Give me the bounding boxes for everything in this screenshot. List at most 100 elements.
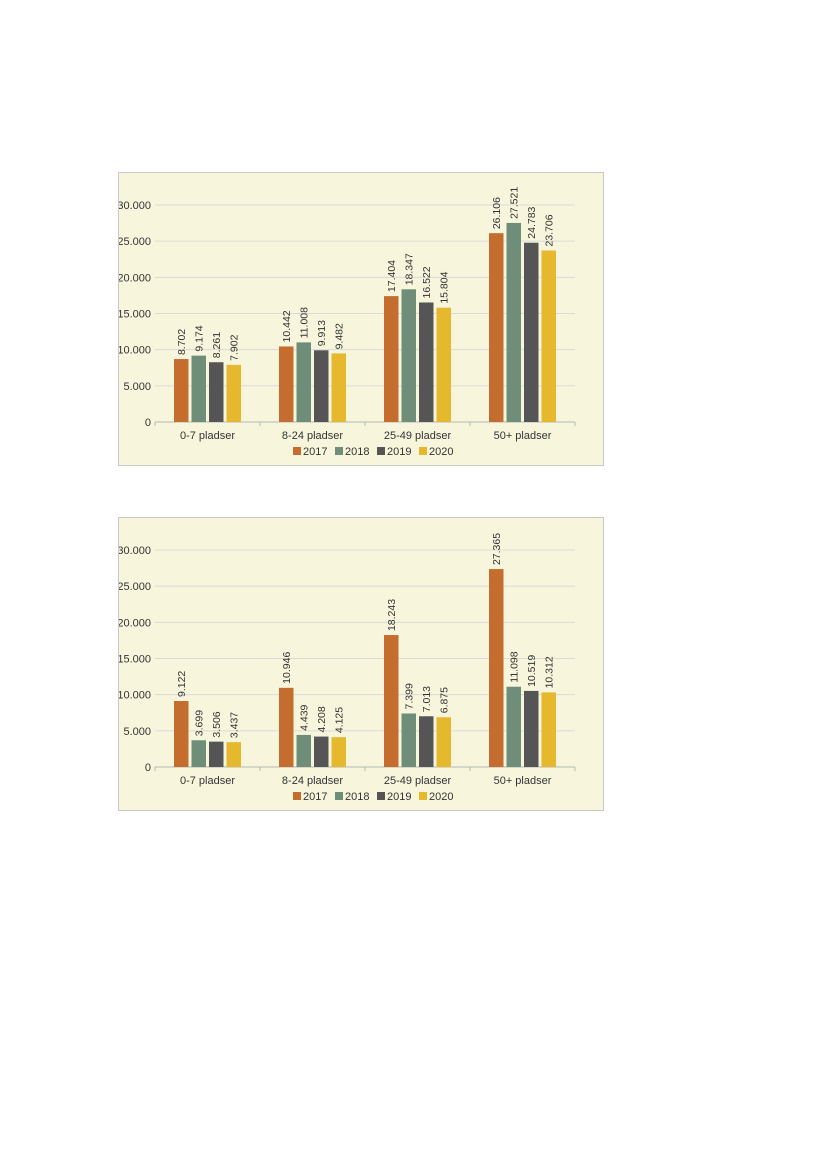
data-label: 10.519 xyxy=(526,655,538,687)
y-tick-label: 25.000 xyxy=(119,236,151,248)
bar-2018 xyxy=(401,289,416,422)
bar-2020 xyxy=(331,353,346,422)
bar-2017 xyxy=(279,687,294,767)
bar-chart-1: 0 5.000 10.000 15.000 20.000 25.000 30.000 8.70… xyxy=(119,187,576,458)
bar-2017 xyxy=(174,701,189,767)
bar-2017 xyxy=(489,233,504,422)
legend-label: 2020 xyxy=(429,446,453,458)
x-tick-label: 8-24 pladser xyxy=(282,775,343,787)
legend-label: 2018 xyxy=(345,446,369,458)
data-label: 6.875 xyxy=(439,687,451,713)
data-label: 26.106 xyxy=(491,197,503,229)
bar-2018 xyxy=(296,734,311,767)
chart-panel-1: 0 5.000 10.000 15.000 20.000 25.000 30.000 8.70… xyxy=(118,172,604,466)
data-label: 7.013 xyxy=(421,686,433,712)
bar-2018 xyxy=(191,355,206,422)
data-label: 4.439 xyxy=(299,704,311,730)
bar-2017 xyxy=(489,569,504,767)
legend-label: 2017 xyxy=(303,791,327,803)
data-label: 4.208 xyxy=(316,706,328,732)
data-label: 24.783 xyxy=(526,206,538,238)
bar-2018 xyxy=(506,222,521,422)
legend-swatch-2019 xyxy=(377,447,385,455)
data-label: 17.404 xyxy=(386,260,398,292)
data-label: 23.706 xyxy=(544,214,556,246)
data-label: 4.125 xyxy=(334,707,346,733)
bar-2019 xyxy=(524,242,539,422)
y-tick-label: 30.000 xyxy=(119,200,151,212)
data-label: 10.312 xyxy=(544,656,556,688)
bar-2019 xyxy=(209,362,224,422)
x-tick-label: 0-7 pladser xyxy=(180,430,235,442)
x-tick-label: 50+ pladser xyxy=(494,430,552,442)
bar-2017 xyxy=(174,359,189,422)
y-tick-label: 15.000 xyxy=(119,309,151,321)
y-tick-label: 20.000 xyxy=(119,617,151,629)
data-label: 7.399 xyxy=(404,683,416,709)
x-tick-label: 25-49 pladser xyxy=(384,775,452,787)
legend-label: 2020 xyxy=(429,791,453,803)
x-tick-label: 25-49 pladser xyxy=(384,430,452,442)
legend-swatch-2017 xyxy=(293,792,301,800)
bar-2017 xyxy=(384,635,399,767)
bar-2020 xyxy=(541,250,556,422)
y-tick-label: 25.000 xyxy=(119,581,151,593)
data-label: 7.902 xyxy=(229,334,241,360)
legend-swatch-2017 xyxy=(293,447,301,455)
legend-swatch-2018 xyxy=(335,447,343,455)
data-label: 8.261 xyxy=(211,332,223,358)
legend-label: 2019 xyxy=(387,446,411,458)
bar-2019 xyxy=(419,302,434,422)
y-tick-label: 30.000 xyxy=(119,545,151,557)
legend-swatch-2018 xyxy=(335,792,343,800)
data-label: 9.913 xyxy=(316,320,328,346)
y-tick-label: 10.000 xyxy=(119,345,151,357)
data-label: 3.437 xyxy=(229,712,241,738)
data-label: 3.699 xyxy=(194,710,206,736)
bar-2020 xyxy=(541,692,556,767)
x-tick-label: 0-7 pladser xyxy=(180,775,235,787)
data-label: 3.506 xyxy=(211,711,223,737)
bar-2020 xyxy=(436,307,451,422)
data-label: 9.174 xyxy=(194,325,206,351)
bar-2020 xyxy=(331,737,346,767)
data-label: 27.365 xyxy=(491,533,503,565)
data-label: 10.946 xyxy=(281,652,293,684)
data-label: 8.702 xyxy=(176,329,188,355)
x-tick-label: 8-24 pladser xyxy=(282,430,343,442)
legend-label: 2019 xyxy=(387,791,411,803)
legend-label: 2017 xyxy=(303,446,327,458)
bar-2017 xyxy=(279,346,294,422)
legend-swatch-2020 xyxy=(419,447,427,455)
bar-2018 xyxy=(506,686,521,767)
bar-2020 xyxy=(226,742,241,767)
x-tick-label: 50+ pladser xyxy=(494,775,552,787)
bar-2020 xyxy=(436,717,451,767)
y-tick-label: 0 xyxy=(145,417,151,429)
data-label: 11.008 xyxy=(299,307,311,338)
legend-swatch-2020 xyxy=(419,792,427,800)
bar-2019 xyxy=(209,741,224,767)
y-tick-label: 20.000 xyxy=(119,272,151,284)
bar-2018 xyxy=(296,342,311,422)
bar-2017 xyxy=(384,296,399,422)
y-tick-label: 15.000 xyxy=(119,654,151,666)
bar-2019 xyxy=(524,690,539,767)
bar-2020 xyxy=(226,364,241,422)
data-label: 18.347 xyxy=(404,253,416,285)
bar-2018 xyxy=(191,740,206,767)
chart-panel-2: 0 5.000 10.000 15.000 20.000 25.000 30.000 9.12… xyxy=(118,517,604,811)
data-label: 15.804 xyxy=(439,271,451,303)
data-label: 10.442 xyxy=(281,310,293,342)
data-label: 11.098 xyxy=(509,651,521,682)
data-label: 16.522 xyxy=(421,266,433,298)
y-tick-label: 10.000 xyxy=(119,690,151,702)
bar-2019 xyxy=(314,736,329,767)
bar-2018 xyxy=(401,713,416,767)
data-label: 9.482 xyxy=(334,323,346,349)
bar-2019 xyxy=(419,716,434,767)
bar-2019 xyxy=(314,350,329,422)
bar-chart-2: 0 5.000 10.000 15.000 20.000 25.000 30.000 9.12… xyxy=(119,533,576,803)
data-label: 18.243 xyxy=(386,599,398,631)
y-tick-label: 5.000 xyxy=(123,381,151,393)
